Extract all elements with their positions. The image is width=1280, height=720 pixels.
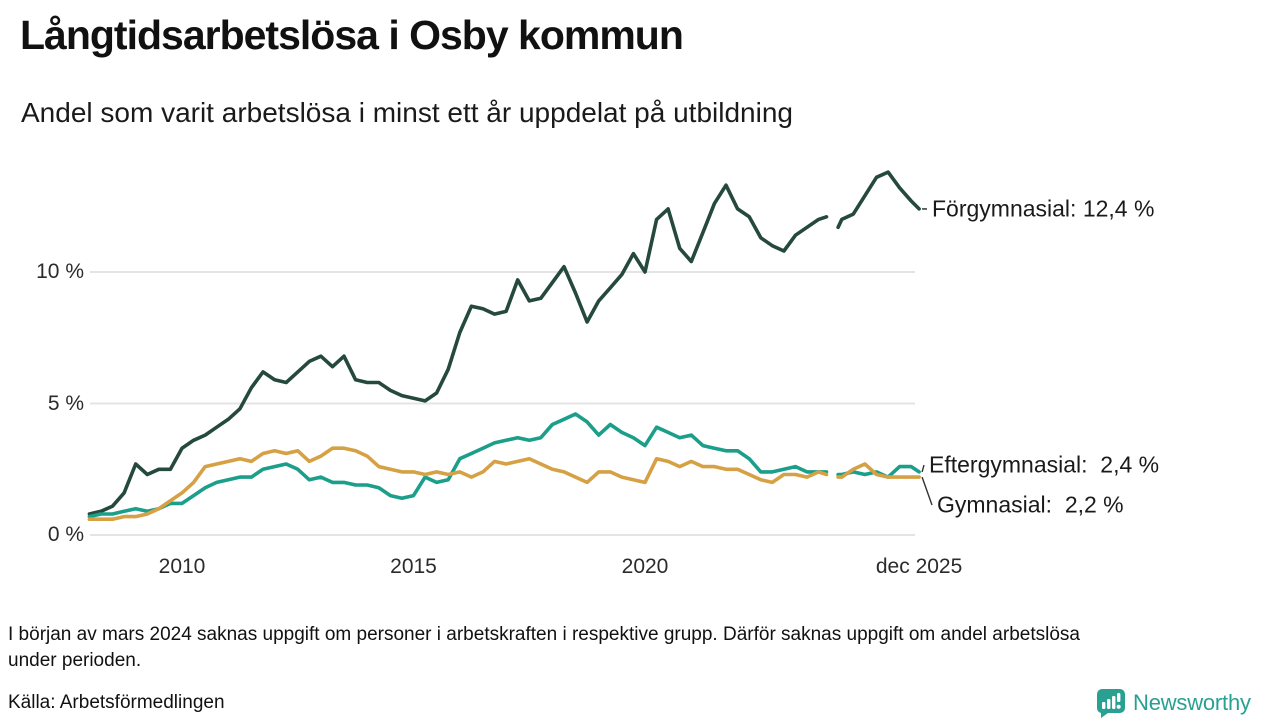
series-line-forgymnasial [87, 170, 921, 516]
footnote-text: I början av mars 2024 saknas uppgift om … [8, 624, 1080, 671]
page-title: Långtidsarbetslösa i Osby kommun [20, 12, 684, 58]
leader-line-eftergymnasial [921, 464, 925, 473]
x-tick-label: 2020 [621, 555, 669, 578]
x-tick-label: dec 2025 [875, 555, 963, 578]
series-label-gymnasial: Gymnasial: 2,2 % [937, 491, 1124, 518]
y-tick-label: 0 % [47, 523, 84, 546]
source-text: Källa: Arbetsförmedlingen [8, 692, 225, 713]
series-line-gymnasial [87, 446, 921, 521]
y-tick-label: 10 % [36, 260, 84, 283]
newsworthy-branding: Newsworthy [1096, 687, 1251, 718]
newsworthy-logo-text: Newsworthy [1133, 689, 1251, 715]
x-tick-label: 2010 [158, 555, 206, 578]
newsworthy-logo-icon [1097, 689, 1125, 718]
x-tick-label: 2015 [390, 555, 437, 578]
leader-line-gymnasial [921, 476, 933, 506]
series-label-forgymnasial: Förgymnasial: 12,4 % [932, 195, 1155, 222]
y-tick-label: 5 % [47, 391, 84, 415]
page-subtitle: Andel som varit arbetslösa i minst ett å… [21, 97, 793, 128]
series-label-eftergymnasial: Eftergymnasial: 2,4 % [929, 451, 1160, 478]
